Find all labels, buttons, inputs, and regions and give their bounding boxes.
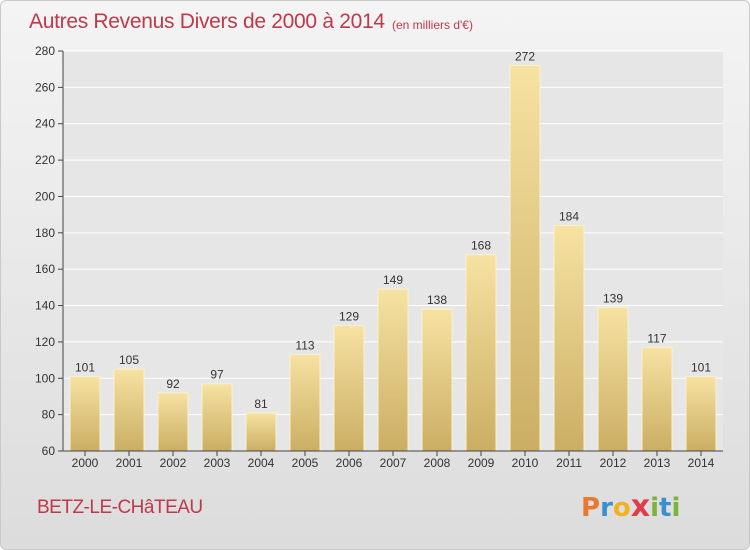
bar-2013: [641, 346, 673, 452]
data-label: 81: [254, 397, 268, 411]
data-label: 149: [383, 273, 403, 287]
bar-2009: [465, 254, 497, 452]
bar-2001: [113, 368, 145, 452]
bar-2000: [69, 375, 101, 452]
x-tick-label: 2011: [556, 456, 582, 470]
x-tick-label: 2012: [600, 456, 627, 470]
logo-letter: x: [630, 489, 651, 524]
x-tick-label: 2009: [468, 456, 495, 470]
y-tick-label: 160: [35, 262, 55, 276]
city-name: BETZ-LE-CHâTEAU: [37, 497, 203, 518]
data-label: 168: [471, 239, 491, 253]
logo-letter: o: [612, 493, 631, 523]
x-tick-label: 2000: [72, 456, 99, 470]
data-label: 139: [603, 291, 623, 305]
proxiti-logo[interactable]: Proxiti: [581, 489, 680, 524]
y-tick-label: 120: [35, 335, 55, 349]
bar-2011: [553, 225, 585, 452]
data-label: 101: [691, 360, 711, 374]
y-tick-label: 260: [35, 80, 55, 94]
chart-subtitle: (en milliers d'€): [392, 18, 473, 32]
logo-letter: t: [659, 493, 672, 523]
bar-2003: [201, 383, 233, 452]
data-label: 92: [166, 377, 180, 391]
bar-2008: [421, 308, 453, 452]
data-label: 97: [210, 368, 224, 382]
y-tick-label: 100: [35, 371, 55, 385]
y-tick-label: 220: [35, 153, 55, 167]
data-label: 113: [295, 339, 314, 353]
bar-2012: [597, 306, 629, 452]
logo-letter: i: [671, 493, 681, 523]
x-tick-label: 2013: [644, 456, 671, 470]
data-label: 101: [75, 360, 95, 374]
x-tick-label: 2008: [424, 456, 451, 470]
x-tick-label: 2010: [512, 456, 539, 470]
x-tick-label: 2004: [248, 456, 275, 470]
bar-2014: [685, 375, 717, 452]
bar-2006: [333, 325, 365, 452]
data-label: 272: [515, 50, 535, 64]
data-label: 117: [647, 331, 666, 345]
data-label: 129: [339, 310, 359, 324]
bar-2004: [245, 412, 277, 452]
y-tick-label: 140: [35, 299, 55, 313]
x-tick-label: 2003: [204, 456, 231, 470]
logo-letter: r: [600, 493, 613, 523]
bar-2005: [289, 354, 321, 452]
x-tick-label: 2014: [688, 456, 715, 470]
x-tick-label: 2006: [336, 456, 363, 470]
x-tick-label: 2001: [116, 456, 143, 470]
data-label: 138: [427, 293, 447, 307]
y-tick-label: 280: [35, 44, 55, 58]
x-tick-label: 2007: [380, 456, 407, 470]
y-tick-label: 240: [35, 117, 55, 131]
bar-2007: [377, 288, 409, 452]
x-tick-label: 2005: [292, 456, 319, 470]
x-tick-label: 2002: [160, 456, 187, 470]
y-tick-label: 80: [42, 408, 56, 422]
bar-2010: [509, 65, 541, 452]
logo-letter: P: [581, 493, 601, 523]
y-tick-label: 180: [35, 226, 55, 240]
chart-title: Autres Revenus Divers de 2000 à 2014: [29, 10, 385, 33]
bar-2002: [157, 392, 189, 452]
data-label: 184: [559, 210, 579, 224]
y-tick-label: 200: [35, 189, 55, 203]
logo-letter: i: [650, 493, 660, 523]
data-label: 105: [119, 353, 139, 367]
y-tick-label: 60: [42, 444, 56, 458]
